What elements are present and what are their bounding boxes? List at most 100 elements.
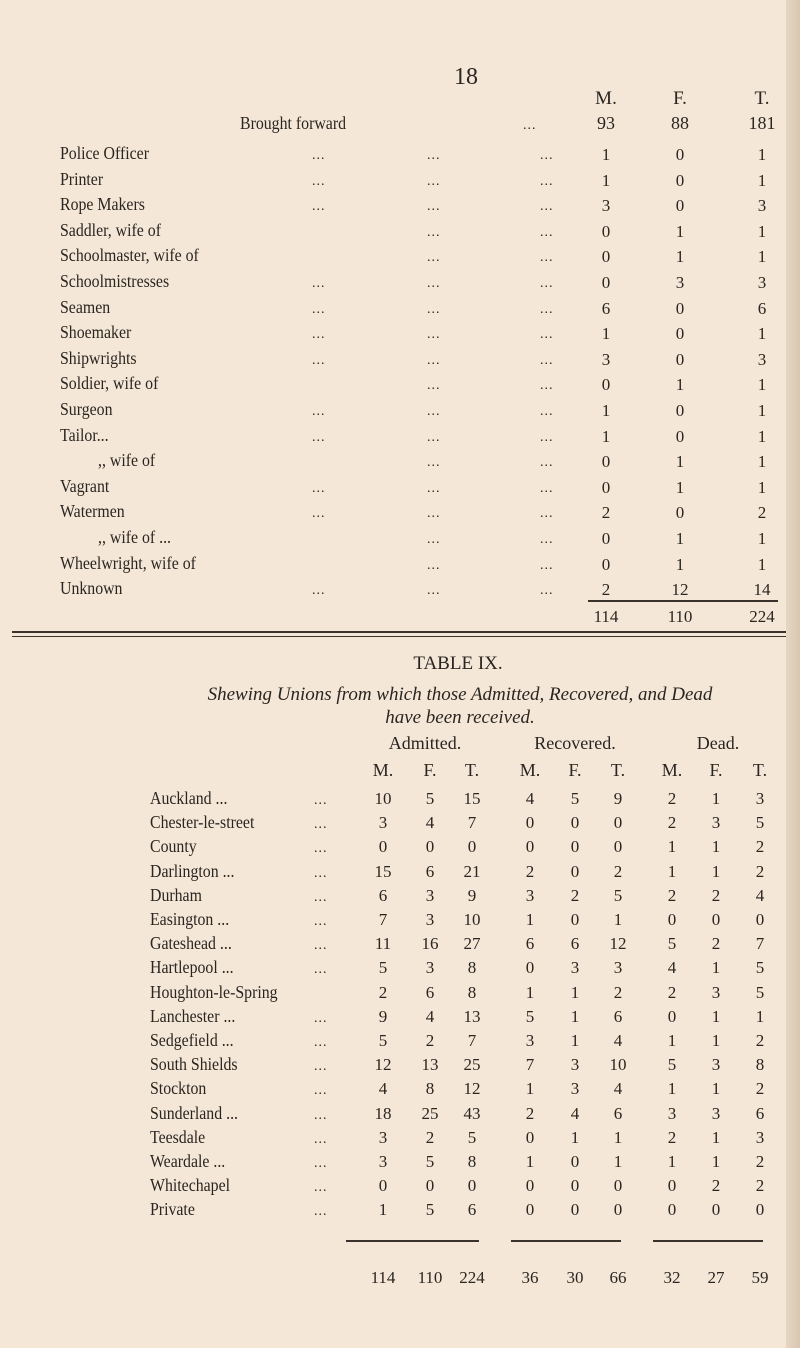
cell-value: 0: [755, 1200, 765, 1220]
page-edge: [786, 0, 800, 1348]
cell-value: 1: [570, 1031, 580, 1050]
cell-value: 4: [425, 813, 435, 833]
cell-value: 0: [525, 958, 535, 978]
cell-value: 1: [601, 170, 611, 190]
leader-dots: ...: [312, 583, 326, 599]
leader-dots: ...: [427, 404, 441, 419]
cell-value: 6: [570, 934, 580, 954]
cell-value: 1: [675, 452, 685, 472]
cell-value: 2: [601, 580, 611, 600]
leader-dots: ...: [312, 429, 326, 445]
cell-value: 0: [675, 196, 685, 216]
cell-value: 1: [525, 1079, 535, 1099]
cell-value: 10: [463, 910, 481, 929]
row-label: Schoolmaster, wife of: [60, 245, 199, 266]
cell-value: 6: [525, 934, 535, 954]
cell-value: 1: [675, 554, 685, 574]
cell-value: 12: [374, 1055, 392, 1075]
cell-value: 0: [711, 1200, 721, 1220]
cell-value: 8: [467, 982, 477, 1002]
cell-value: 1: [525, 1152, 535, 1171]
group-header: Dead.: [696, 733, 740, 753]
cell-value: 5: [570, 789, 580, 808]
cell-value: 5: [425, 789, 435, 808]
cell-value: 3: [667, 1103, 677, 1123]
row-label: Soldier, wife of: [60, 373, 159, 394]
total-value: 110: [667, 607, 693, 626]
leader-dots: ...: [540, 327, 554, 343]
cell-value: 5: [525, 1006, 535, 1026]
leader-dots: ...: [540, 148, 554, 163]
cell-value: 0: [601, 375, 611, 395]
row-label: Police Officer: [60, 143, 150, 163]
cell-value: 2: [755, 1079, 765, 1099]
cell-value: 0: [711, 910, 721, 929]
totals-rule: [346, 1240, 479, 1242]
totals-rule: [653, 1240, 763, 1242]
cell-value: 1: [757, 477, 767, 497]
page-number: 18: [454, 64, 478, 90]
union-name: Weardale ...: [150, 1151, 226, 1171]
cell-value: 2: [525, 861, 535, 881]
column-header: F.: [423, 760, 437, 780]
cell-value: 15: [374, 861, 392, 881]
cell-value: 7: [467, 1031, 477, 1050]
cell-value: 2: [425, 1127, 435, 1147]
cell-value: 4: [755, 885, 765, 905]
cell-value: 1: [711, 958, 721, 978]
row-label: Shipwrights: [60, 347, 137, 368]
cell-value: 1: [525, 910, 535, 929]
cell-value: 1: [613, 1152, 623, 1171]
cell-value: 11: [374, 934, 392, 954]
cell-value: 0: [425, 1176, 435, 1196]
leader-dots: ...: [312, 301, 326, 317]
cell-value: 1: [667, 1152, 677, 1171]
cell-value: 1: [711, 837, 721, 857]
cell-value: 5: [378, 1031, 388, 1050]
total-value: 224: [459, 1268, 485, 1287]
cell-value: 0: [667, 1006, 677, 1026]
cell-value: 3: [425, 910, 435, 929]
cell-value: 3: [570, 1055, 580, 1075]
cell-value: 0: [570, 813, 580, 833]
section-divider-thin: [12, 636, 786, 637]
leader-dots: ...: [314, 1180, 328, 1196]
leader-dots: ...: [427, 532, 441, 547]
cell-value: 1: [570, 982, 580, 1002]
total-value: 114: [593, 607, 619, 626]
leader-dots: ...: [314, 1131, 328, 1147]
cell-value: 1: [570, 1006, 580, 1026]
cell-value: 1: [711, 1079, 721, 1099]
cell-value: 8: [425, 1079, 435, 1099]
cell-value: 2: [667, 813, 677, 833]
cell-value: 3: [711, 982, 721, 1002]
cell-value: 3: [425, 958, 435, 978]
leader-dots: ...: [540, 199, 554, 215]
leader-dots: ...: [523, 118, 537, 133]
leader-dots: ...: [312, 506, 326, 522]
row-label: Seamen: [60, 296, 111, 317]
table-subtitle-cont: have been received.: [385, 707, 535, 728]
leader-dots: ...: [427, 378, 441, 394]
cell-value: 8: [755, 1055, 765, 1075]
cell-value: 0: [675, 170, 685, 190]
cell-value: 1: [613, 910, 623, 929]
cell-value: 6: [755, 1103, 765, 1123]
leader-dots: ...: [314, 889, 328, 905]
column-header: M.: [661, 760, 683, 780]
cell-value: 3: [525, 1031, 535, 1050]
cell-value: 1: [711, 861, 721, 881]
leader-dots: ...: [540, 352, 554, 368]
cell-value: 25: [421, 1103, 439, 1123]
cell-value: 1: [675, 529, 685, 548]
cell-value: 4: [570, 1103, 580, 1123]
row-label: Surgeon: [60, 399, 113, 419]
leader-dots: ...: [427, 148, 441, 163]
leader-dots: ...: [540, 506, 554, 522]
table-title: TABLE IX.: [413, 653, 503, 674]
leader-dots: ...: [427, 583, 441, 599]
cell-value: 2: [755, 1176, 765, 1196]
cell-value: 7: [525, 1055, 535, 1075]
cell-value: 1: [757, 426, 767, 446]
